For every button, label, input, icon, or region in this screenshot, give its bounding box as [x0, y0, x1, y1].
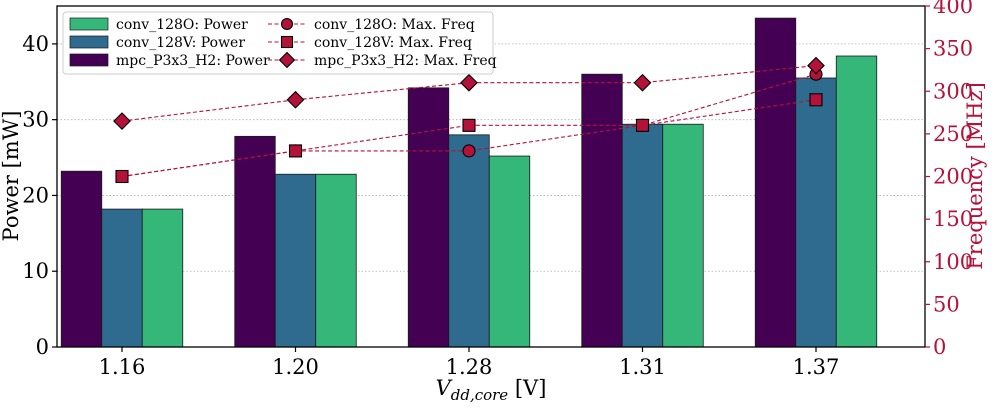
bar-conv-128o-1.37	[835, 55, 878, 348]
bar-conv-128v-1.37	[795, 77, 837, 348]
x-tick-label: 1.20	[272, 355, 319, 379]
point-square-1.31	[635, 118, 650, 132]
x-tick-label: 1.31	[619, 355, 666, 379]
bar-layer	[60, 17, 878, 348]
y-left-tick-label: 40	[22, 32, 49, 56]
y-right-tick-label: 250	[933, 122, 973, 146]
legend-label: conv_128O: Power	[116, 17, 248, 33]
x-axis-label-unit: [V]	[508, 376, 546, 400]
point-diamond-1.28	[460, 73, 478, 92]
x-tick-label: 1.16	[99, 355, 146, 379]
bar-conv-128v-1.28	[448, 134, 490, 348]
x-tick-label: 1.28	[446, 355, 493, 379]
bar-conv-128v-1.20	[274, 173, 317, 348]
y-left-tick-label: 0	[36, 335, 49, 359]
y-left-tick-label: 30	[22, 108, 49, 132]
point-square-1.16	[115, 169, 129, 184]
legend-marker-square	[280, 35, 294, 49]
y-right-tick-label: 50	[933, 292, 960, 316]
bar-conv-128v-1.16	[101, 208, 143, 348]
y-left-tick-label: 20	[22, 183, 49, 207]
y-right-tick-label: 400	[933, 0, 973, 18]
legend-label: conv_128O: Max. Freq	[314, 17, 475, 33]
y-left-tick-label: 10	[22, 259, 49, 283]
bar-mpc-p3x3-h2-1.20	[234, 135, 276, 348]
x-axis-label-main: V	[436, 376, 453, 400]
legend-label: mpc_P3x3_H2: Max. Freq	[314, 53, 497, 69]
x-axis-label: Vdd,core [V]	[436, 376, 547, 404]
legend-swatch	[69, 53, 109, 67]
y-axis-right-label: Frequency [MHz]	[963, 82, 987, 270]
y-right-tick-label: 100	[933, 250, 973, 274]
point-diamond-1.37	[807, 56, 825, 75]
line-diamond-series	[121, 65, 817, 122]
point-diamond-1.16	[113, 112, 131, 130]
y-right-tick-label: 300	[933, 79, 973, 103]
legend-marker-circle	[280, 17, 294, 31]
legend-label: mpc_P3x3_H2: Power	[116, 53, 270, 69]
point-square-1.37	[809, 93, 823, 107]
point-square-1.20	[288, 144, 303, 158]
y-right-tick-label: 150	[933, 207, 973, 231]
point-square-1.28	[462, 118, 476, 132]
bar-conv-128o-1.31	[662, 123, 704, 348]
y-right-tick-label: 0	[933, 335, 946, 359]
x-axis-label-subscript: dd,core	[451, 386, 509, 404]
y-right-tick-label: 350	[933, 37, 973, 61]
legend-marker-diamond	[278, 51, 296, 69]
legend-swatch	[69, 17, 109, 31]
point-circle-1.28	[462, 144, 476, 158]
y-right-tick-label: 200	[933, 165, 973, 189]
bar-conv-128v-1.31	[621, 123, 664, 348]
point-diamond-1.20	[286, 90, 305, 109]
bar-mpc-p3x3-h2-1.28	[407, 87, 450, 348]
legend-swatch	[69, 35, 109, 49]
legend-label: conv_128V: Max. Freq	[314, 35, 472, 51]
legend: conv_128O: Power conv_128V: Power mpc_P3x3…	[62, 11, 497, 75]
legend-frame	[62, 11, 494, 75]
legend-label: conv_128V: Power	[116, 35, 245, 51]
bar-mpc-p3x3-h2-1.16	[60, 170, 103, 348]
bar-conv-128o-1.16	[141, 208, 184, 348]
y-axis-left-label: Power [mW]	[0, 111, 23, 242]
bar-conv-128o-1.28	[488, 155, 531, 348]
bar-conv-128o-1.20	[315, 173, 357, 348]
point-diamond-1.31	[633, 73, 652, 92]
bar-mpc-p3x3-h2-1.31	[581, 73, 623, 348]
bar-mpc-p3x3-h2-1.37	[754, 17, 797, 348]
x-tick-label: 1.37	[793, 355, 840, 379]
line-layer	[113, 56, 825, 184]
